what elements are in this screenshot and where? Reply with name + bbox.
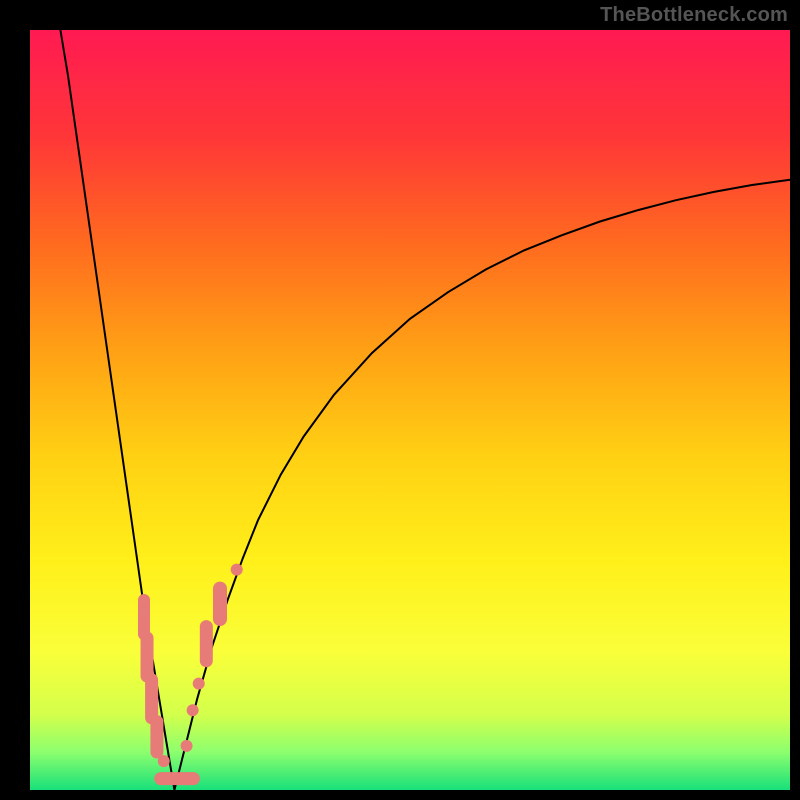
marker-segment	[200, 620, 213, 667]
marker-dot	[231, 564, 243, 576]
marker-dot	[193, 678, 205, 690]
marker-dot	[181, 740, 193, 752]
marker-dot	[158, 755, 170, 767]
marker-dot	[187, 704, 199, 716]
marker-segment	[213, 582, 227, 626]
marker-segment	[154, 772, 200, 785]
marker-segment	[150, 715, 163, 758]
bottleneck-chart	[0, 0, 800, 800]
chart-frame: TheBottleneck.com	[0, 0, 800, 800]
watermark-text: TheBottleneck.com	[600, 4, 788, 27]
